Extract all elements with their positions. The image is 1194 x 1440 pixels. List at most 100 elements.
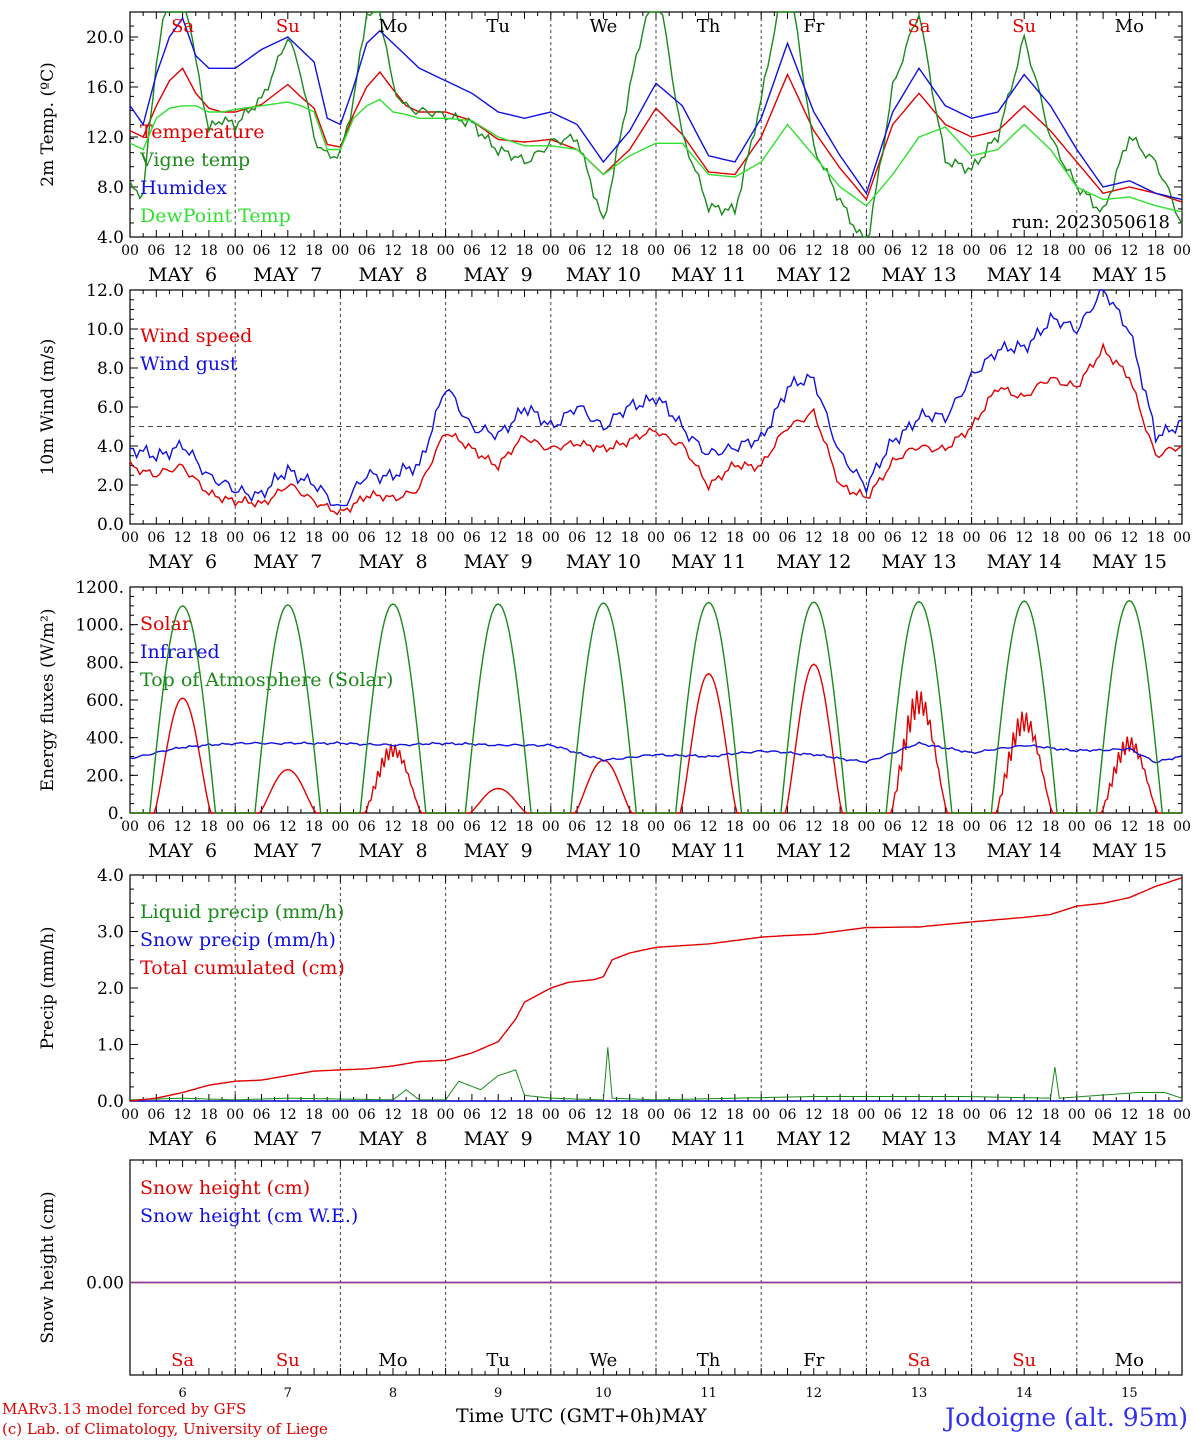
- y-tick-label: 400.: [86, 729, 124, 749]
- y-tick-label: 0.: [108, 804, 124, 824]
- y-tick-label: 600.: [86, 691, 124, 711]
- date-label: MAY 9: [464, 551, 533, 573]
- hour-tick-label: 06: [673, 819, 691, 835]
- hour-tick-label: 00: [857, 530, 875, 546]
- hour-tick-label: 00: [1068, 1107, 1086, 1123]
- hour-tick-label: 00: [437, 1107, 455, 1123]
- hour-tick-label: 00: [1068, 819, 1086, 835]
- hour-tick-label: 00: [857, 819, 875, 835]
- weekday-label: Sa: [907, 1350, 930, 1371]
- hour-tick-label: 06: [884, 819, 902, 835]
- hour-tick-label: 18: [200, 819, 218, 835]
- hour-tick-label: 12: [1120, 1107, 1138, 1123]
- legend-entry: Liquid precip (mm/h): [140, 901, 344, 923]
- date-label: MAY 7: [253, 264, 322, 286]
- hour-tick-label: 18: [305, 1107, 323, 1123]
- hour-tick-label: 12: [1015, 243, 1033, 259]
- hour-tick-label: 12: [279, 819, 297, 835]
- date-label: MAY 6: [148, 1128, 217, 1150]
- hour-tick-label: 06: [1094, 819, 1112, 835]
- hour-tick-label: 06: [463, 1107, 481, 1123]
- weekday-label: Mo: [378, 16, 407, 37]
- hour-tick-label: 06: [884, 530, 902, 546]
- hour-tick-label: 06: [463, 530, 481, 546]
- weekday-label: Su: [276, 1350, 300, 1371]
- hour-tick-label: 00: [121, 1107, 139, 1123]
- hour-tick-label: 18: [410, 243, 428, 259]
- hour-tick-label: 12: [805, 819, 823, 835]
- hour-tick-label: 18: [305, 819, 323, 835]
- date-label: MAY 14: [987, 1128, 1062, 1150]
- date-label: MAY 9: [464, 264, 533, 286]
- hour-tick-label: 06: [358, 1107, 376, 1123]
- series-line-3: [129, 16, 1183, 201]
- hour-tick-label: 18: [831, 243, 849, 259]
- weekday-label: Fr: [803, 1350, 824, 1371]
- hour-tick-label: 06: [568, 530, 586, 546]
- y-tick-label: 20.0: [86, 28, 124, 48]
- panel-3: Energy fluxes (W/m²) 0. 200. 400. 600. 800. 10…: [38, 578, 1191, 862]
- hour-tick-label: 18: [1042, 1107, 1060, 1123]
- y-axis-label: Energy fluxes (W/m²): [38, 609, 58, 792]
- date-label: MAY 8: [358, 840, 427, 862]
- hour-tick-label: 12: [594, 530, 612, 546]
- hour-tick-label: 00: [647, 1107, 665, 1123]
- hour-tick-label: 18: [831, 530, 849, 546]
- hour-tick-label: 06: [673, 1107, 691, 1123]
- hour-tick-label: 00: [331, 530, 349, 546]
- hour-tick-label: 06: [1094, 1107, 1112, 1123]
- legend-entry: Snow height (cm): [140, 1177, 310, 1199]
- hour-tick-label: 12: [174, 1107, 192, 1123]
- hour-tick-label: 18: [516, 819, 534, 835]
- hour-tick-label: 00: [121, 530, 139, 546]
- hour-tick-label: 00: [542, 243, 560, 259]
- hour-tick-label: 06: [779, 243, 797, 259]
- weekday-label: Fr: [803, 16, 824, 37]
- hour-tick-label: 06: [147, 243, 165, 259]
- hour-tick-label: 18: [200, 243, 218, 259]
- date-label: MAY 7: [253, 1128, 322, 1150]
- date-label: MAY 10: [566, 1128, 641, 1150]
- legend-entry: Wind gust: [140, 353, 238, 375]
- date-label: MAY 8: [358, 264, 427, 286]
- hour-tick-label: 00: [226, 530, 244, 546]
- hour-tick-label: 18: [621, 819, 639, 835]
- y-tick-label: 1200.: [75, 578, 124, 598]
- hour-tick-label: 06: [358, 819, 376, 835]
- date-label: MAY 6: [148, 840, 217, 862]
- legend-entry: DewPoint Temp: [140, 205, 291, 227]
- hour-tick-label: 06: [568, 243, 586, 259]
- hour-tick-label: 00: [1173, 1107, 1191, 1123]
- hour-tick-label: 18: [410, 530, 428, 546]
- weekday-label: Mo: [1115, 16, 1144, 37]
- hour-tick-label: 06: [253, 243, 271, 259]
- hour-tick-label: 00: [437, 243, 455, 259]
- hour-tick-label: 00: [1068, 530, 1086, 546]
- legend-entry: Snow precip (mm/h): [140, 929, 336, 951]
- hour-tick-label: 12: [174, 243, 192, 259]
- date-label: MAY 6: [148, 551, 217, 573]
- hour-tick-label: 18: [516, 530, 534, 546]
- hour-tick-label: 00: [647, 243, 665, 259]
- panel-5: Snow height (cm) 0.00 Snow height (cm) Snow…: [38, 1159, 1183, 1401]
- hour-tick-label: 12: [174, 530, 192, 546]
- hour-tick-label: 12: [910, 1107, 928, 1123]
- y-tick-label: 1000.: [75, 616, 124, 636]
- run-label: run: 2023050618: [1012, 212, 1170, 233]
- hour-tick-label: 12: [1120, 243, 1138, 259]
- legend-entry: Infrared: [140, 641, 220, 663]
- hour-tick-label: 18: [305, 243, 323, 259]
- y-tick-label: 4.0: [97, 866, 124, 886]
- day-number-label: 6: [178, 1386, 186, 1401]
- y-tick-label: 6.0: [97, 398, 124, 418]
- hour-tick-label: 06: [779, 1107, 797, 1123]
- legend-entry: Solar: [140, 613, 192, 635]
- day-number-label: 15: [1121, 1386, 1138, 1401]
- hour-tick-label: 00: [121, 243, 139, 259]
- hour-tick-label: 12: [1120, 530, 1138, 546]
- hour-tick-label: 06: [989, 530, 1007, 546]
- hour-tick-label: 00: [121, 819, 139, 835]
- date-label: MAY 14: [987, 264, 1062, 286]
- date-label: MAY 10: [566, 840, 641, 862]
